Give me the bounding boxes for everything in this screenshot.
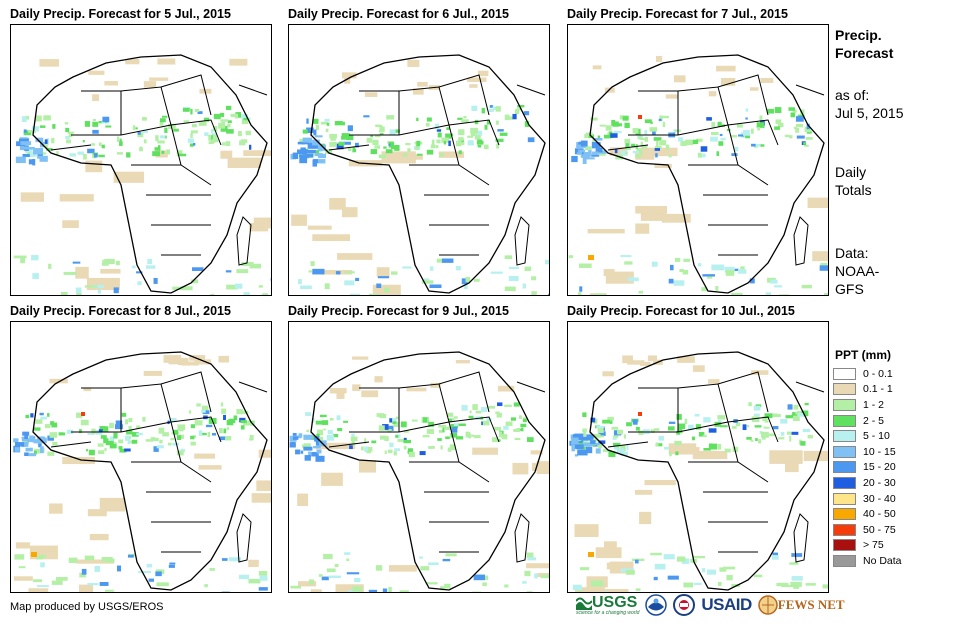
heading-line-1: Precip. — [835, 27, 882, 43]
legend-swatch — [833, 461, 856, 474]
usaid-seal-icon — [673, 594, 696, 616]
legend-label: 1 - 2 — [863, 398, 885, 411]
legend-item: 5 - 10 — [833, 428, 902, 444]
data-label: Data: — [835, 245, 869, 261]
panel-title: Daily Precip. Forecast for 7 Jul., 2015 — [567, 7, 788, 21]
as-of-date: as of: Jul 5, 2015 — [835, 86, 904, 122]
legend-swatch — [833, 539, 856, 552]
legend-item: 30 - 40 — [833, 491, 902, 507]
legend-label: 0 - 0.1 — [863, 367, 893, 380]
fewsnet-logo: FEWS NET — [758, 595, 845, 615]
legend-item: 50 - 75 — [833, 522, 902, 538]
legend-label: 0.1 - 1 — [863, 383, 893, 396]
data-source-line-1: NOAA- — [835, 263, 880, 279]
legend-swatch — [833, 476, 856, 489]
fewsnet-globe-icon — [758, 595, 778, 615]
as-of-label: as of: — [835, 87, 870, 103]
legend-swatch — [833, 492, 856, 505]
legend-item: 15 - 20 — [833, 460, 902, 476]
legend: PPT (mm) 0 - 0.1 0.1 - 1 1 - 2 2 - 5 5 - 10 1… — [833, 348, 902, 569]
panel-title: Daily Precip. Forecast for 5 Jul., 2015 — [10, 7, 231, 21]
legend-item: 10 - 15 — [833, 444, 902, 460]
legend-swatch — [833, 414, 856, 427]
usgs-wordmark: USGS — [592, 593, 638, 611]
usgs-tagline: science for a changing world — [576, 609, 640, 616]
precip-map — [567, 24, 829, 296]
precip-map — [567, 321, 829, 593]
legend-item: 1 - 2 — [833, 397, 902, 413]
usgs-logo: USGS science for a changing world — [576, 593, 640, 616]
precip-map — [288, 24, 550, 296]
usgs-wave-icon — [576, 597, 592, 610]
precip-map — [10, 321, 272, 593]
legend-label: 20 - 30 — [863, 476, 896, 489]
legend-swatch — [833, 398, 856, 411]
legend-label: 15 - 20 — [863, 461, 896, 474]
legend-label: No Data — [863, 554, 902, 567]
legend-label: 2 - 5 — [863, 414, 885, 427]
precip-map — [288, 321, 550, 593]
daily-label: Daily — [835, 164, 867, 180]
data-source: Data: NOAA- GFS — [835, 244, 879, 298]
heading-line-2: Forecast — [835, 45, 894, 61]
side-heading: Precip. Forecast — [835, 26, 893, 62]
credit-text: Map produced by USGS/EROS — [10, 601, 164, 613]
legend-label: 30 - 40 — [863, 492, 896, 505]
legend-swatch — [833, 508, 856, 521]
precip-map — [10, 24, 272, 296]
as-of-value: Jul 5, 2015 — [835, 105, 904, 121]
usaid-wordmark: USAID — [701, 595, 752, 614]
legend-title: PPT (mm) — [835, 348, 892, 362]
daily-totals-note: Daily Totals — [835, 163, 872, 199]
legend-swatch — [833, 554, 856, 567]
noaa-logo — [645, 594, 668, 616]
agency-logos: USGS science for a changing world USAID … — [576, 594, 845, 616]
totals-label: Totals — [835, 182, 872, 198]
legend-label: > 75 — [863, 539, 884, 552]
legend-swatch — [833, 523, 856, 536]
panel-title: Daily Precip. Forecast for 9 Jul., 2015 — [288, 304, 509, 318]
legend-label: 50 - 75 — [863, 523, 896, 536]
legend-item: No Data — [833, 553, 902, 569]
legend-item: 0 - 0.1 — [833, 366, 902, 382]
legend-item: > 75 — [833, 538, 902, 554]
legend-swatch — [833, 430, 856, 443]
legend-item: 2 - 5 — [833, 413, 902, 429]
legend-label: 5 - 10 — [863, 430, 890, 443]
data-source-line-2: GFS — [835, 281, 864, 297]
legend-label: 10 - 15 — [863, 445, 896, 458]
legend-label: 40 - 50 — [863, 508, 896, 521]
legend-swatch — [833, 367, 856, 380]
legend-item: 20 - 30 — [833, 475, 902, 491]
legend-item: 40 - 50 — [833, 506, 902, 522]
legend-swatch — [833, 445, 856, 458]
legend-swatch — [833, 383, 856, 396]
panel-title: Daily Precip. Forecast for 8 Jul., 2015 — [10, 304, 231, 318]
panel-title: Daily Precip. Forecast for 10 Jul., 2015 — [567, 304, 795, 318]
legend-item: 0.1 - 1 — [833, 382, 902, 398]
panel-title: Daily Precip. Forecast for 6 Jul., 2015 — [288, 7, 509, 21]
fewsnet-wordmark: FEWS NET — [777, 597, 845, 612]
